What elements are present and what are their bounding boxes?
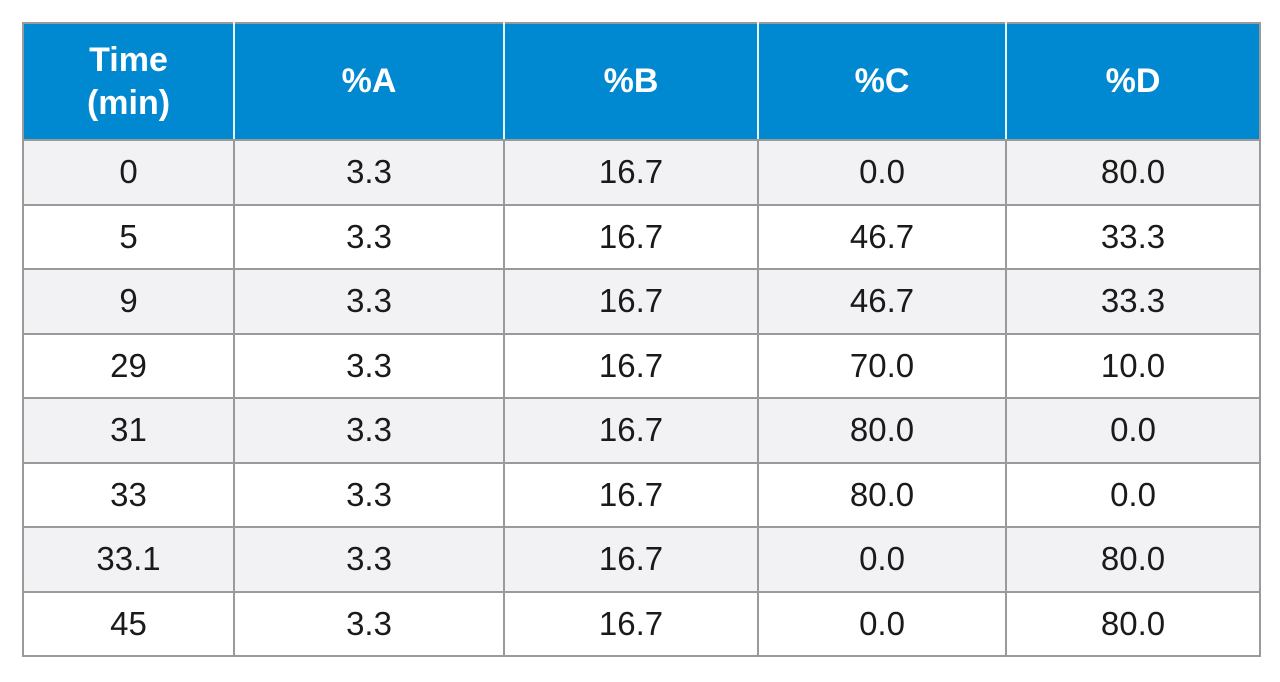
cell-percent-a: 3.3 [233,526,505,593]
cell-percent-d: 0.0 [1005,461,1261,528]
table-body: 0 3.3 16.7 0.0 80.0 5 3.3 16.7 46.7 33.3… [22,139,1261,657]
cell-percent-a: 3.3 [233,268,505,335]
column-header-line1: %C [854,62,910,100]
cell-percent-d: 33.3 [1005,203,1261,270]
table-row: 5 3.3 16.7 46.7 33.3 [22,203,1261,270]
column-header-percent-b: %B [503,22,759,141]
column-header-percent-c: %C [757,22,1007,141]
column-header-line1: Time [89,40,168,79]
cell-percent-a: 3.3 [233,332,505,399]
cell-time: 29 [22,332,235,399]
gradient-table-container: Time (min) %A %B %C %D 0 3.3 [22,22,1261,657]
table-row: 29 3.3 16.7 70.0 10.0 [22,332,1261,399]
cell-percent-c: 0.0 [757,526,1007,593]
cell-percent-b: 16.7 [503,268,759,335]
cell-percent-c: 0.0 [757,139,1007,206]
cell-percent-c: 80.0 [757,397,1007,464]
column-header-line1: %B [603,62,659,100]
cell-percent-c: 46.7 [757,268,1007,335]
table-row: 33.1 3.3 16.7 0.0 80.0 [22,526,1261,593]
cell-percent-a: 3.3 [233,139,505,206]
cell-percent-a: 3.3 [233,203,505,270]
column-header-line1: %D [1105,62,1161,100]
header-row: Time (min) %A %B %C %D [22,22,1261,141]
column-header-time: Time (min) [22,22,235,141]
cell-percent-d: 0.0 [1005,397,1261,464]
cell-time: 0 [22,139,235,206]
table-row: 9 3.3 16.7 46.7 33.3 [22,268,1261,335]
cell-percent-b: 16.7 [503,397,759,464]
cell-percent-c: 70.0 [757,332,1007,399]
column-header-percent-d: %D [1005,22,1261,141]
cell-time: 9 [22,268,235,335]
table-row: 0 3.3 16.7 0.0 80.0 [22,139,1261,206]
cell-percent-d: 80.0 [1005,590,1261,657]
table-header: Time (min) %A %B %C %D [22,22,1261,141]
table-row: 31 3.3 16.7 80.0 0.0 [22,397,1261,464]
cell-percent-c: 80.0 [757,461,1007,528]
cell-percent-d: 10.0 [1005,332,1261,399]
column-header-line1: %A [341,62,397,100]
cell-percent-d: 80.0 [1005,139,1261,206]
cell-percent-b: 16.7 [503,139,759,206]
cell-percent-b: 16.7 [503,461,759,528]
cell-percent-a: 3.3 [233,590,505,657]
cell-percent-c: 46.7 [757,203,1007,270]
cell-time: 45 [22,590,235,657]
cell-percent-b: 16.7 [503,590,759,657]
column-header-percent-a: %A [233,22,505,141]
cell-percent-a: 3.3 [233,397,505,464]
cell-percent-d: 33.3 [1005,268,1261,335]
gradient-table: Time (min) %A %B %C %D 0 3.3 [22,22,1261,657]
cell-time: 5 [22,203,235,270]
cell-percent-b: 16.7 [503,203,759,270]
cell-time: 33 [22,461,235,528]
cell-time: 33.1 [22,526,235,593]
cell-percent-c: 0.0 [757,590,1007,657]
cell-percent-b: 16.7 [503,332,759,399]
cell-percent-d: 80.0 [1005,526,1261,593]
cell-time: 31 [22,397,235,464]
table-row: 33 3.3 16.7 80.0 0.0 [22,461,1261,528]
table-row: 45 3.3 16.7 0.0 80.0 [22,590,1261,657]
cell-percent-a: 3.3 [233,461,505,528]
column-header-line2: (min) [86,83,171,122]
cell-percent-b: 16.7 [503,526,759,593]
